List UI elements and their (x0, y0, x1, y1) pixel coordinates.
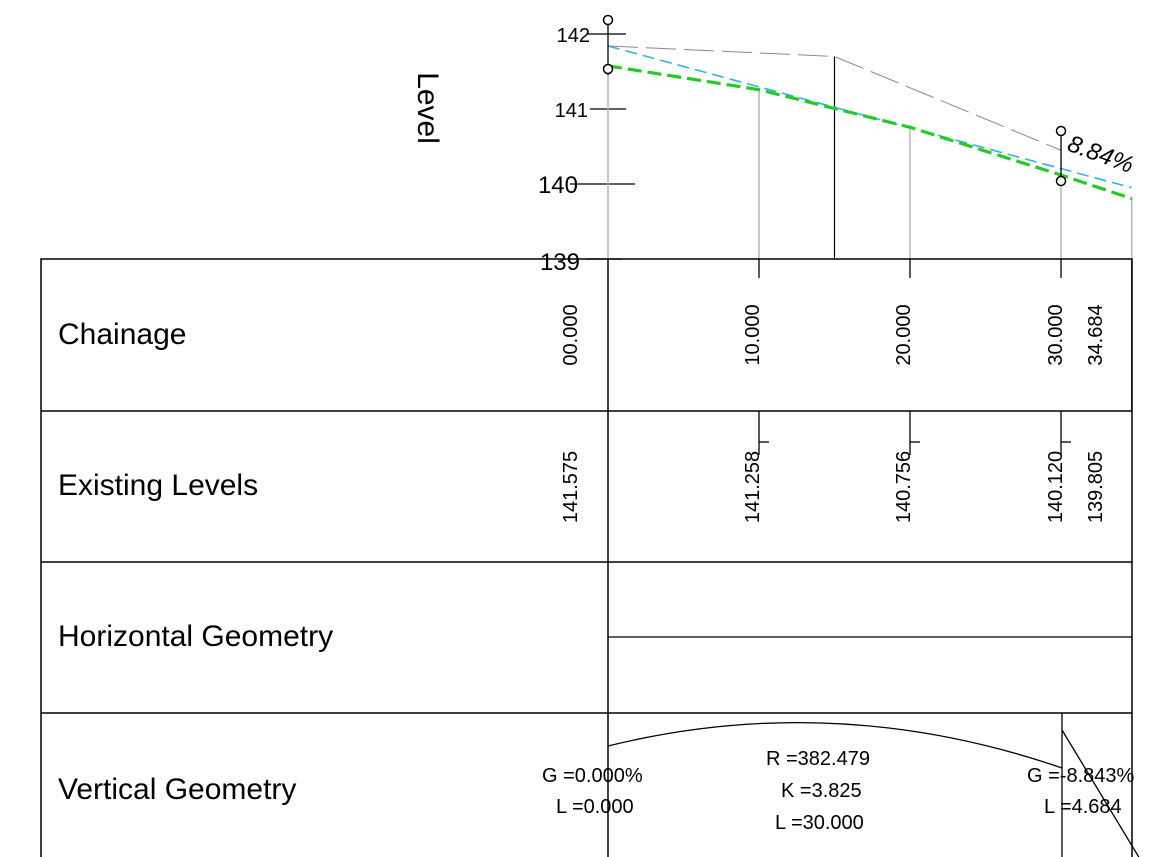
y-tick-label: 142 (557, 25, 590, 47)
grade-label: 8.84% (1064, 130, 1137, 179)
plot-area (602, 14, 1133, 259)
row-label-vertical-geometry: Vertical Geometry (58, 773, 296, 806)
end-grade: G =-8.843% (1027, 765, 1135, 787)
row-label-existing-levels: Existing Levels (58, 469, 258, 502)
start-grade: G =0.000% (542, 765, 643, 787)
row-label-horizontal-geometry: Horizontal Geometry (58, 620, 333, 653)
table-marks: 00.000 10.000 20.000 30.000 34.684 141.575 141… (560, 259, 1133, 523)
y-axis-label: Level (411, 72, 444, 144)
chainage-value: 20.000 (893, 304, 915, 365)
table-border (40, 258, 1133, 857)
curve-k-value: K =3.825 (781, 780, 862, 802)
chainage-value: 10.000 (742, 304, 764, 365)
start-length: L =0.000 (556, 796, 634, 818)
series-line-1 (607, 64, 1133, 201)
vertical-geometry: G =0.000% L =0.000 R =382.479 K =3.825 L… (542, 713, 1140, 857)
end-level-marker (1055, 175, 1067, 187)
existing-level-value: 141.575 (560, 451, 582, 523)
existing-level-value: 139.805 (1085, 451, 1107, 523)
y-axis: 139 140 141 142 (538, 25, 635, 276)
y-tick-label: 139 (540, 249, 580, 276)
existing-level-value: 141.258 (742, 451, 764, 523)
curve-length: L =30.000 (775, 812, 864, 834)
end-grade-line (1061, 729, 1140, 857)
start-top-marker (602, 14, 614, 26)
series-line-2 (607, 45, 1062, 151)
end-top-marker (1055, 125, 1067, 137)
chainage-value: 34.684 (1085, 304, 1107, 365)
end-length: L =4.684 (1044, 796, 1122, 818)
y-tick-label: 140 (538, 172, 578, 199)
curve-radius: R =382.479 (766, 748, 870, 770)
data-table: Chainage Existing Levels Horizontal Geom… (40, 258, 1133, 857)
y-tick-label: 141 (555, 100, 588, 122)
existing-level-value: 140.756 (893, 451, 915, 523)
chainage-value: 00.000 (560, 304, 582, 365)
start-level-marker (602, 63, 614, 75)
existing-level-value: 140.120 (1045, 451, 1067, 523)
row-label-chainage: Chainage (58, 318, 186, 351)
chainage-value: 30.000 (1045, 304, 1067, 365)
vertical-curve-arc (607, 721, 1063, 769)
